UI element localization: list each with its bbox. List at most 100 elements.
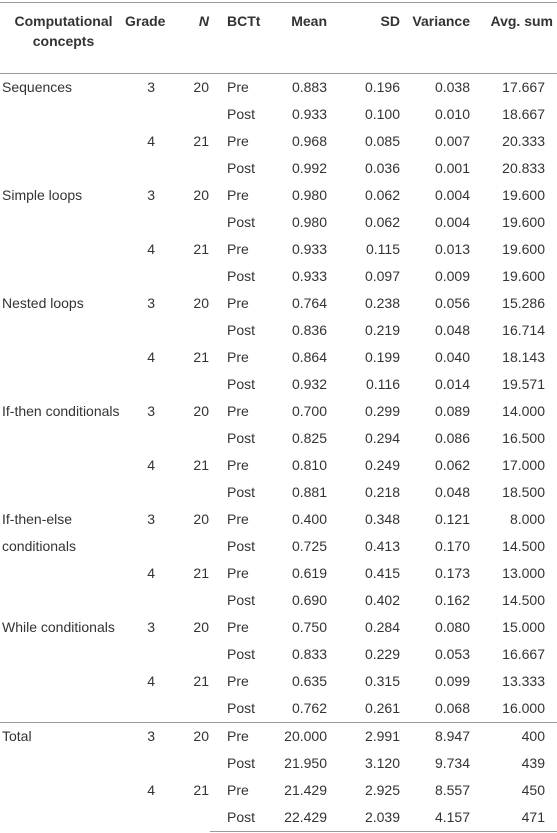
variance-cell: 0.056 — [434, 295, 470, 311]
n-cell: 20 — [193, 511, 209, 527]
avg-sum-cell: 17.000 — [502, 457, 545, 473]
variance-cell: 0.014 — [434, 376, 470, 392]
concept-cell: Simple loops — [2, 187, 83, 203]
n-cell: 21 — [193, 565, 209, 581]
header-cell: SD — [332, 2, 402, 74]
sd-cell: 0.294 — [364, 430, 400, 446]
concept-cell: If-then conditionals — [2, 403, 120, 419]
grade-cell: 4 — [147, 565, 155, 581]
data-row: Sequences 3 20 Pre 0.883 0.196 0.038 17.667 — [0, 74, 557, 102]
mean-cell: 20.000 — [262, 722, 332, 750]
data-row: 4 21 Pre 21.429 2.925 8.557 450 — [0, 777, 557, 804]
variance-cell: 4.157 — [402, 804, 474, 832]
data-row: Post 0.881 0.218 0.048 18.500 — [0, 479, 557, 506]
data-row: Post 0.825 0.294 0.086 16.500 — [0, 425, 557, 452]
grade-cell: 3 — [147, 511, 155, 527]
grade-cell: 4 — [147, 349, 155, 365]
variance-cell: 0.086 — [434, 430, 470, 446]
avg-sum-cell: 15.000 — [502, 619, 545, 635]
bctt-cell: Pre — [227, 133, 249, 149]
variance-cell: 0.121 — [434, 511, 470, 527]
variance-cell: 0.004 — [434, 214, 470, 230]
bctt-cell: Post — [227, 700, 256, 716]
mean-cell: 0.825 — [291, 430, 327, 446]
data-row: Post 0.762 0.261 0.068 16.000 — [0, 695, 557, 723]
avg-sum-cell: 14.500 — [502, 538, 545, 554]
bctt-cell: Pre — [227, 457, 249, 473]
data-row: If-then-else conditionals 3 20 Pre 0.400 0.34… — [0, 506, 557, 554]
header-cell: BCTt — [210, 2, 262, 74]
bctt-cell: Pre — [227, 403, 249, 419]
data-row: 4 21 Pre 0.968 0.085 0.007 20.333 — [0, 128, 557, 155]
table-body: Sequences 3 20 Pre 0.883 0.196 0.038 17.667 Post… — [0, 74, 557, 832]
avg-sum-cell: 14.500 — [502, 592, 545, 608]
bctt-cell: Post — [227, 755, 256, 771]
variance-cell: 0.080 — [434, 619, 470, 635]
grade-cell: 3 — [147, 403, 155, 419]
bctt-cell: Post — [227, 376, 256, 392]
n-cell: 21 — [193, 241, 209, 257]
data-row: While conditionals 3 20 Pre 0.750 0.284 0.080 1… — [0, 614, 557, 641]
mean-cell: 0.725 — [291, 538, 327, 554]
grade-cell: 3 — [147, 295, 155, 311]
sd-cell: 2.991 — [332, 722, 402, 750]
bctt-cell: Pre — [227, 241, 249, 257]
bctt-cell: Post — [227, 160, 256, 176]
data-row: Post 0.833 0.229 0.053 16.667 — [0, 641, 557, 668]
sd-cell: 0.261 — [364, 700, 400, 716]
bctt-cell: Pre — [227, 349, 249, 365]
variance-cell: 9.734 — [434, 755, 470, 771]
variance-cell: 0.068 — [434, 700, 470, 716]
avg-sum-cell: 13.000 — [502, 565, 545, 581]
sd-cell: 3.120 — [364, 755, 400, 771]
sd-cell: 0.199 — [364, 349, 400, 365]
mean-cell: 0.700 — [291, 403, 327, 419]
mean-cell: 0.750 — [291, 619, 327, 635]
grade-cell: 4 — [147, 457, 155, 473]
bctt-cell: Post — [227, 538, 256, 554]
header-cell: Variance — [402, 2, 474, 74]
sd-cell: 0.196 — [364, 79, 400, 95]
data-row: Post 0.992 0.036 0.001 20.833 — [0, 155, 557, 182]
avg-sum-cell: 471 — [474, 804, 557, 832]
sd-cell: 0.085 — [364, 133, 400, 149]
n-cell: 21 — [193, 673, 209, 689]
sd-cell: 0.284 — [364, 619, 400, 635]
sd-cell: 0.115 — [366, 241, 400, 257]
mean-cell: 0.933 — [291, 106, 327, 122]
variance-cell: 0.048 — [434, 484, 470, 500]
avg-sum-cell: 20.833 — [502, 160, 545, 176]
sd-cell: 0.402 — [364, 592, 400, 608]
variance-cell: 0.089 — [434, 403, 470, 419]
variance-cell: 8.947 — [402, 722, 474, 750]
mean-cell: 0.810 — [291, 457, 327, 473]
grade-cell: 3 — [147, 187, 155, 203]
mean-cell: 0.933 — [291, 241, 327, 257]
variance-cell: 0.173 — [434, 565, 470, 581]
mean-cell: 0.833 — [291, 646, 327, 662]
sd-cell: 0.348 — [364, 511, 400, 527]
avg-sum-cell: 18.500 — [502, 484, 545, 500]
mean-cell: 0.690 — [291, 592, 327, 608]
n-cell: 21 — [193, 457, 209, 473]
mean-cell: 22.429 — [262, 804, 332, 832]
sd-cell: 0.219 — [364, 322, 400, 338]
avg-sum-cell: 400 — [474, 722, 557, 750]
sd-cell: 0.238 — [364, 295, 400, 311]
avg-sum-cell: 16.500 — [502, 430, 545, 446]
n-cell: 21 — [193, 782, 209, 798]
bctt-cell: Post — [227, 268, 256, 284]
mean-cell: 0.864 — [291, 349, 327, 365]
data-row: Post 0.932 0.116 0.014 19.571 — [0, 371, 557, 398]
table-header: Computational concepts Grade N BCTt Mean SD Va… — [0, 2, 557, 74]
data-row: If-then conditionals 3 20 Pre 0.700 0.299 0.08… — [0, 398, 557, 425]
bctt-cell: Post — [210, 804, 262, 832]
mean-cell: 0.836 — [291, 322, 327, 338]
concept-cell: Nested loops — [2, 295, 84, 311]
n-cell: 20 — [193, 187, 209, 203]
bctt-cell: Pre — [227, 295, 249, 311]
avg-sum-cell: 17.667 — [502, 79, 545, 95]
header-cell: Avg. sum — [474, 2, 557, 74]
mean-cell: 0.881 — [291, 484, 327, 500]
